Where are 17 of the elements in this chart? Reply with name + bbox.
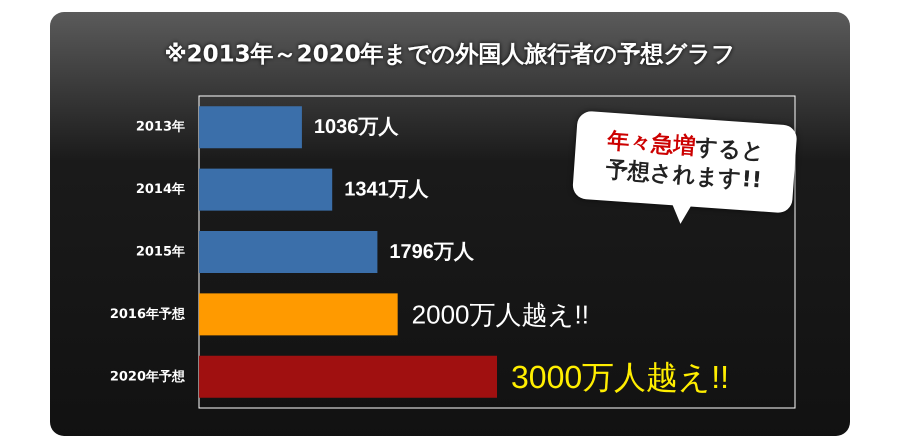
bar [199, 168, 332, 211]
data-label: 1796万人 [389, 241, 475, 263]
data-label: 3000万人越え!! [511, 358, 729, 395]
chart-title: ※2013年～2020年までの外国人旅行者の予想グラフ [164, 42, 736, 68]
bar [199, 293, 398, 336]
y-tick-label: 2014年 [136, 182, 185, 198]
data-label: 1341万人 [344, 178, 430, 201]
annotation: 年々急増 [606, 128, 696, 160]
bar [199, 356, 497, 398]
data-label: 2000万人越え!! [412, 299, 589, 330]
bar [199, 231, 378, 273]
data-label: 1036万人 [314, 116, 400, 138]
y-tick-label: 2013年 [136, 120, 185, 135]
bar [199, 106, 302, 148]
y-tick-label: 2016年予想 [110, 306, 186, 322]
y-tick-label: 2020年予想 [110, 368, 186, 384]
y-tick-label: 2015年 [136, 244, 185, 260]
